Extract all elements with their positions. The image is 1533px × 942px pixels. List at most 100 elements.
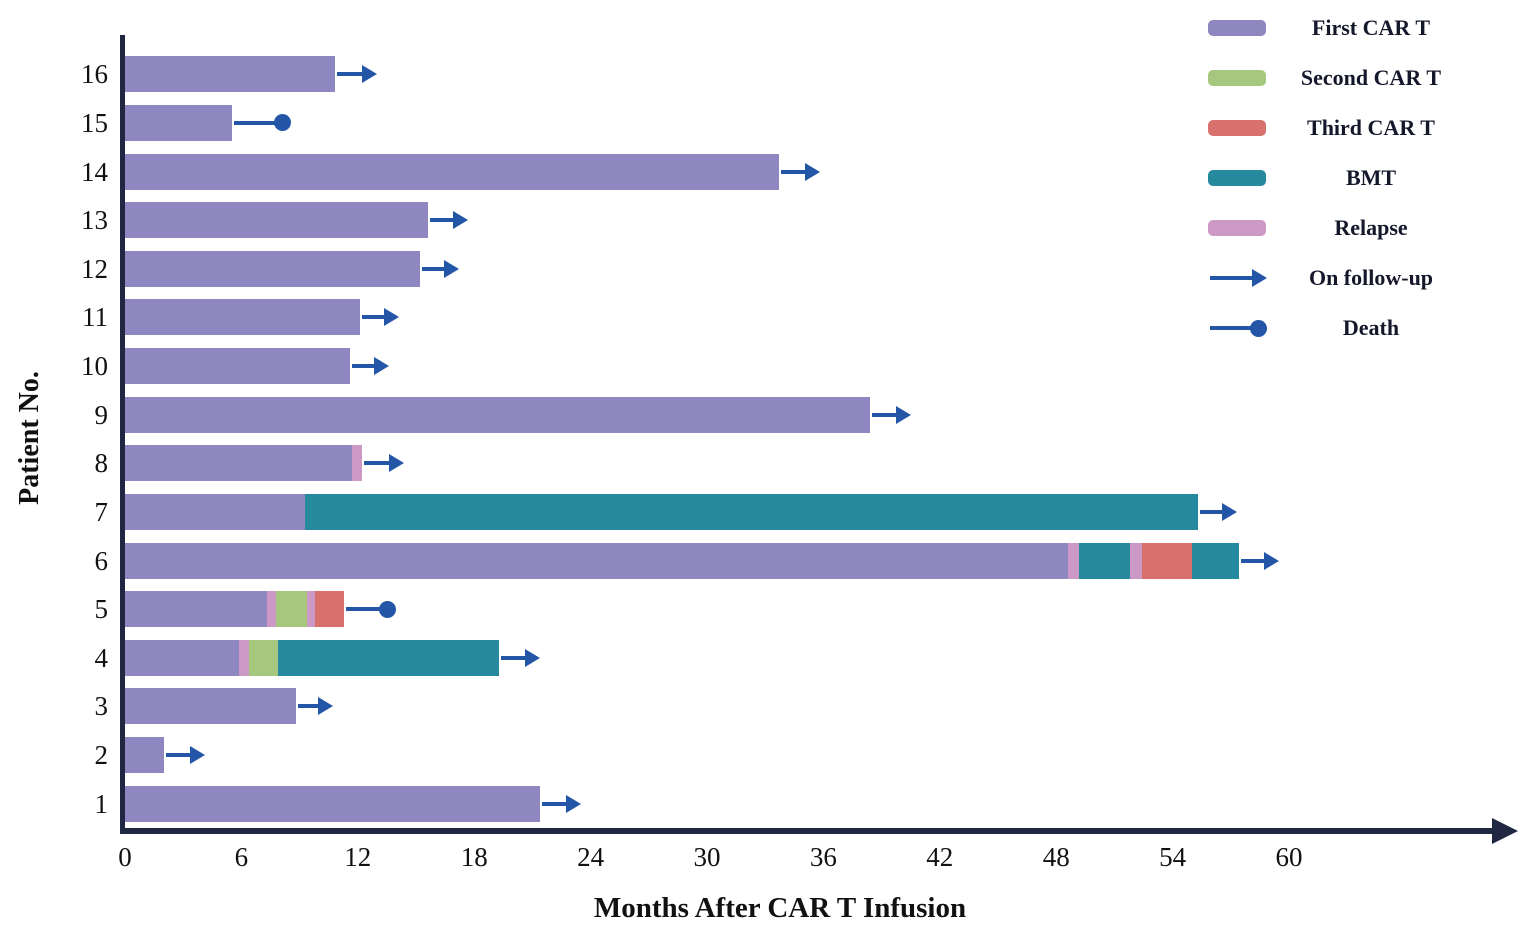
bar-segment-first_car_t [125,153,779,190]
x-tick-label: 42 [926,842,954,872]
bar-segment-relapse [307,591,316,628]
bar-segment-first_car_t [125,542,1068,579]
legend-death-line [1210,326,1254,330]
follow-up-arrow-line [542,801,566,806]
legend-label: BMT [1345,165,1397,190]
bar-segment-relapse [266,591,277,628]
follow-up-arrow-line [1199,509,1222,514]
bar-segment-first_car_t [125,591,267,628]
legend-label: Third CAR T [1307,115,1435,140]
death-dot-icon [378,600,396,618]
bar-segment-bmt [1079,542,1130,579]
follow-up-arrow-line [1240,558,1265,563]
bar-segment-first_car_t [125,639,240,676]
x-tick-label: 36 [809,842,837,872]
death-line [233,120,283,125]
follow-up-arrowhead-icon [1264,551,1280,570]
y-axis [120,35,125,833]
bar-segment-first_car_t [125,348,351,385]
bar-segment-first_car_t [125,250,420,287]
follow-up-arrowhead-icon [895,405,911,424]
patient-number-label: 3 [94,691,109,722]
bar-segment-first_car_t [125,445,352,482]
follow-up-arrow-line [361,315,384,320]
follow-up-arrowhead-icon [453,211,469,230]
x-tick-label: 18 [460,842,488,872]
follow-up-arrowhead-icon [443,259,459,278]
follow-up-arrow-line [165,753,190,758]
patient-number-label: 2 [94,740,109,771]
x-tick-label: 12 [344,842,372,872]
bar-segment-first_car_t [125,299,360,336]
follow-up-arrowhead-icon [317,697,333,716]
legend-death-dot-icon [1250,319,1267,337]
patient-number-label: 6 [94,545,109,576]
x-tick-label: 24 [577,842,605,872]
bar-segment-bmt [305,493,1198,530]
follow-up-arrowhead-icon [383,308,399,327]
legend-swatch-bmt [1208,170,1266,186]
bar-segment-relapse [351,445,362,482]
x-tick-label: 0 [118,842,132,872]
bar-segment-second_car_t [276,591,308,628]
patient-number-label: 13 [81,205,108,236]
x-tick-label: 48 [1042,842,1070,872]
patient-number-label: 14 [81,156,108,187]
bar-segment-first_car_t [125,785,541,822]
follow-up-arrow-line [352,364,374,369]
legend-label: Relapse [1334,215,1408,240]
death-dot-icon [274,114,292,132]
follow-up-arrow-line [429,218,454,223]
bar-segment-relapse [1067,542,1080,579]
patient-number-label: 1 [94,788,109,819]
legend-label: First CAR T [1311,15,1431,40]
patient-number-label: 11 [82,302,108,333]
death-line [346,607,387,612]
patient-number-label: 9 [94,399,109,430]
bar-segment-first_car_t [125,396,870,433]
bar-segment-bmt [1192,542,1239,579]
bar-segment-third_car_t [315,591,345,628]
x-axis-arrowhead-icon [1492,818,1518,844]
follow-up-arrowhead-icon [1221,502,1237,521]
follow-up-arrowhead-icon [189,746,205,765]
follow-up-arrowhead-icon [804,162,820,181]
patient-number-label: 7 [94,496,109,527]
x-tick-label: 6 [234,842,249,872]
bar-segment-first_car_t [125,202,428,239]
follow-up-arrow-line [421,266,444,271]
bar-segment-first_car_t [125,56,335,93]
legend-swatch-relapse [1208,220,1266,236]
follow-up-arrowhead-icon [565,794,581,813]
legend-label: Second CAR T [1300,65,1442,90]
legend-swatch-second_car_t [1208,70,1266,86]
patient-number-label: 12 [81,253,108,284]
follow-up-arrow-line [336,72,363,77]
bar-segment-bmt [278,639,500,676]
legend-follow-up-arrowhead-icon [1252,269,1267,287]
follow-up-arrow-line [363,461,390,466]
x-axis [120,828,1498,834]
legend-swatch-third_car_t [1208,120,1266,136]
legend-label: On follow-up [1308,265,1434,290]
follow-up-arrow-line [780,169,805,174]
y-axis-title: Patient No. [14,371,45,505]
bar-segment-third_car_t [1141,542,1192,579]
patient-number-label: 16 [81,59,108,90]
bar-segment-first_car_t [125,104,232,141]
patient-number-label: 5 [94,594,109,625]
follow-up-arrow-line [501,655,526,660]
follow-up-arrowhead-icon [525,648,541,667]
bar-segment-relapse [239,639,250,676]
legend-follow-up-arrow-line [1210,276,1252,280]
bar-segment-relapse [1129,542,1142,579]
follow-up-arrow-line [871,412,896,417]
x-tick-label: 60 [1275,842,1303,872]
x-tick-label: 54 [1159,842,1187,872]
patient-number-label: 8 [94,448,109,479]
patient-number-label: 10 [81,351,108,382]
legend-label: Death [1342,315,1400,340]
patient-number-label: 15 [81,107,108,138]
bar-segment-first_car_t [125,737,164,774]
